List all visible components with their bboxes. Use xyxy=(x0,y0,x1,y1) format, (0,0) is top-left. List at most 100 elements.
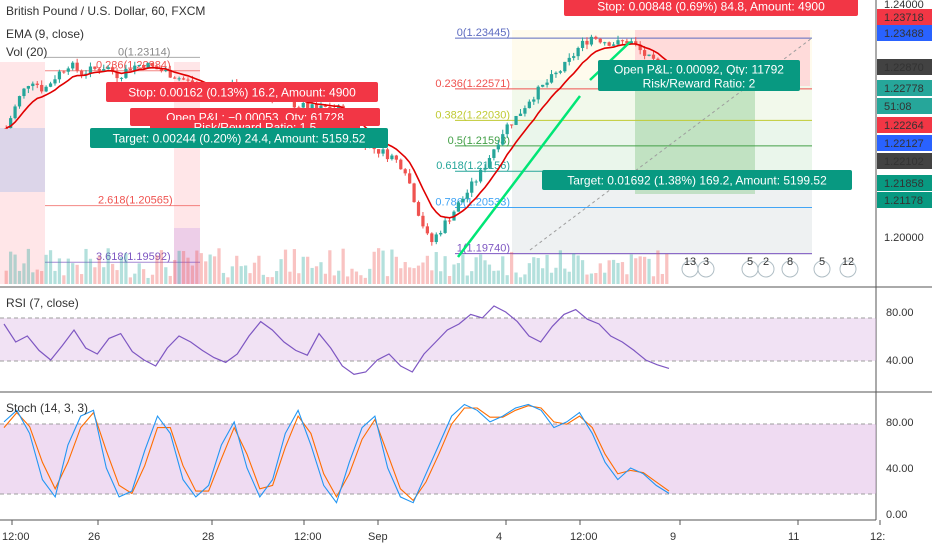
fib-label-left: 2.618(1.20565) xyxy=(98,195,173,207)
candle-body xyxy=(629,41,633,44)
volume-bar xyxy=(226,277,230,284)
candle-body xyxy=(97,68,101,71)
candle-body xyxy=(390,155,394,160)
candle-body xyxy=(430,233,434,243)
volume-bar xyxy=(62,275,66,284)
candle-body xyxy=(377,149,381,154)
candle-body xyxy=(439,232,443,235)
volume-bar xyxy=(381,250,385,284)
candle-body xyxy=(443,220,447,233)
candle-body xyxy=(48,83,53,87)
volume-bar xyxy=(523,274,527,284)
stoch-legend[interactable]: Stoch (14, 3, 3) xyxy=(6,401,89,415)
volume-bar xyxy=(545,254,549,284)
volume-bar xyxy=(44,254,48,284)
volume-bar xyxy=(359,275,363,284)
event-badge-icon xyxy=(757,260,775,278)
candle-body xyxy=(434,234,438,243)
volume-bar xyxy=(235,255,239,284)
symbol-title[interactable]: British Pound / U.S. Dollar, 60, FXCM xyxy=(6,4,206,18)
volume-bar xyxy=(279,259,283,284)
candle-body xyxy=(408,173,412,184)
position-labels: Stop: 0.00848 (0.69%) 84.8, Amount: 4900… xyxy=(90,0,858,190)
volume-bar xyxy=(341,248,345,284)
volume-bar xyxy=(505,275,509,284)
volume-bar xyxy=(363,277,367,284)
fib-label-right: 0.236(1.22571) xyxy=(435,78,510,90)
volume-bar xyxy=(115,270,119,284)
volume-bar xyxy=(119,257,124,284)
price-axis-label: 1.22870 xyxy=(884,62,924,74)
volume-bars xyxy=(4,248,669,284)
candle-body xyxy=(173,77,177,79)
candle-body xyxy=(492,149,496,158)
price-axis-label: 1.24000 xyxy=(884,0,924,11)
candle-body xyxy=(62,71,66,73)
volume-bar xyxy=(541,268,545,284)
volume-bar xyxy=(181,251,186,284)
price-axis-tag xyxy=(877,192,932,208)
volume-bar xyxy=(17,270,22,284)
event-badge-count: 12 xyxy=(842,256,854,268)
target-label-box xyxy=(542,170,852,190)
trend-line-up[interactable] xyxy=(457,95,581,258)
candle-body xyxy=(620,40,625,42)
candle-body xyxy=(44,86,48,92)
candle-body xyxy=(554,72,558,75)
event-badge-count: 2 xyxy=(763,256,769,268)
volume-bar xyxy=(478,254,483,284)
volume-bar xyxy=(399,268,403,284)
volume-bar xyxy=(350,268,354,284)
candle-body xyxy=(111,67,115,72)
candle-body xyxy=(84,73,88,75)
price-axis-label: 1.22127 xyxy=(884,138,924,150)
fib-label-right: 0.5(1.21593) xyxy=(448,135,510,147)
volume-bar xyxy=(430,270,434,284)
price-axis-label: 1.20000 xyxy=(884,232,924,244)
volume-legend[interactable]: Vol (20) xyxy=(6,45,48,59)
volume-bar xyxy=(625,274,629,284)
volume-bar xyxy=(510,251,514,284)
candle-body xyxy=(177,78,181,80)
volume-bar xyxy=(257,255,261,284)
time-axis-label: 12: xyxy=(870,531,885,543)
ema-legend[interactable]: EMA (9, close) xyxy=(6,27,85,41)
volume-bar xyxy=(310,267,314,284)
volume-bar xyxy=(306,256,310,284)
time-axis-label: 11 xyxy=(788,531,799,543)
volume-bar xyxy=(372,251,376,284)
time-axis-label: Sep xyxy=(368,531,388,543)
candle-body xyxy=(421,215,425,227)
volume-bar xyxy=(79,274,84,284)
volume-bar xyxy=(616,262,620,284)
volume-bar xyxy=(199,253,203,284)
volume-bar xyxy=(647,258,651,284)
event-badge-count: 3 xyxy=(703,256,709,268)
time-axis: 12:00 26 28 12:00 Sep 4 12:00 9 11 12: xyxy=(2,520,885,543)
candle-body xyxy=(337,105,341,109)
candle-body xyxy=(4,127,8,129)
candle-body xyxy=(425,226,429,234)
volume-bar xyxy=(425,255,429,284)
volume-bar xyxy=(576,255,580,284)
volume-bar xyxy=(549,272,554,284)
volume-bar xyxy=(412,268,416,284)
candle-body xyxy=(13,106,17,119)
volume-bar xyxy=(589,273,594,284)
candle-body xyxy=(598,38,602,43)
stoch-axis-label: 80.00 xyxy=(886,417,914,429)
volume-bar xyxy=(168,275,172,284)
candle-body xyxy=(616,40,620,45)
target-label-box xyxy=(598,60,800,78)
candle-body xyxy=(9,118,13,129)
volume-bar xyxy=(634,258,638,284)
candle-body xyxy=(412,183,416,203)
candle-body xyxy=(159,69,163,71)
volume-bar xyxy=(97,255,101,284)
rsi-legend[interactable]: RSI (7, close) xyxy=(6,296,79,310)
candle-body xyxy=(549,74,554,83)
volume-bar xyxy=(598,263,602,284)
volume-bar xyxy=(93,267,97,284)
